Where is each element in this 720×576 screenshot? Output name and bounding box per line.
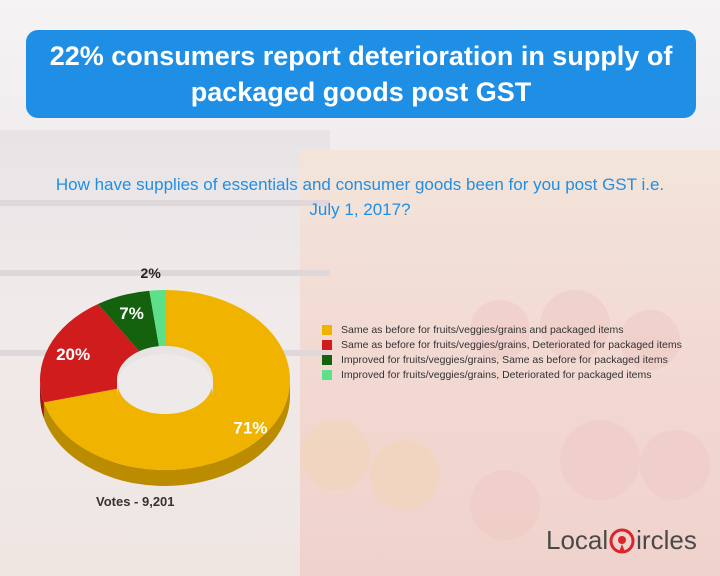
legend-swatch-1 bbox=[322, 339, 332, 350]
slice-label-3: 2% bbox=[141, 265, 162, 281]
legend-item-0: Same as before for fruits/veggies/grains… bbox=[322, 322, 682, 337]
title-banner: 22% consumers report deterioration in su… bbox=[26, 30, 696, 118]
slice-side-1 bbox=[40, 380, 44, 419]
legend-swatch-0 bbox=[322, 324, 332, 335]
logo-c-icon bbox=[609, 528, 635, 554]
localcircles-logo: Local ircles bbox=[546, 525, 697, 556]
legend-item-2: Improved for fruits/veggies/grains, Same… bbox=[322, 352, 682, 367]
votes-count: Votes - 9,201 bbox=[96, 494, 175, 509]
legend-swatch-3 bbox=[322, 369, 332, 380]
legend-item-1: Same as before for fruits/veggies/grains… bbox=[322, 337, 682, 352]
chart-legend: Same as before for fruits/veggies/grains… bbox=[322, 322, 682, 382]
slice-label-0: 71% bbox=[233, 419, 267, 438]
legend-swatch-2 bbox=[322, 354, 332, 365]
logo-text-local: Local bbox=[546, 525, 609, 555]
slice-label-1: 20% bbox=[56, 345, 90, 364]
slice-side-0 bbox=[43, 380, 290, 487]
slice-2 bbox=[98, 290, 159, 352]
legend-item-3: Improved for fruits/veggies/grains, Dete… bbox=[322, 367, 682, 382]
legend-label-0: Same as before for fruits/veggies/grains… bbox=[341, 323, 624, 336]
logo-text-ircles: ircles bbox=[636, 525, 697, 555]
legend-label-3: Improved for fruits/veggies/grains, Dete… bbox=[341, 368, 652, 381]
legend-label-2: Improved for fruits/veggies/grains, Same… bbox=[341, 353, 668, 366]
slice-3 bbox=[149, 290, 165, 347]
slice-1 bbox=[40, 304, 140, 403]
survey-question: How have supplies of essentials and cons… bbox=[55, 175, 665, 219]
legend-label-1: Same as before for fruits/veggies/grains… bbox=[341, 338, 682, 351]
slice-label-2: 7% bbox=[119, 304, 144, 323]
chart-title: 22% consumers report deterioration in su… bbox=[49, 41, 673, 107]
donut-hole-floor bbox=[118, 354, 212, 414]
slice-0 bbox=[43, 290, 290, 471]
